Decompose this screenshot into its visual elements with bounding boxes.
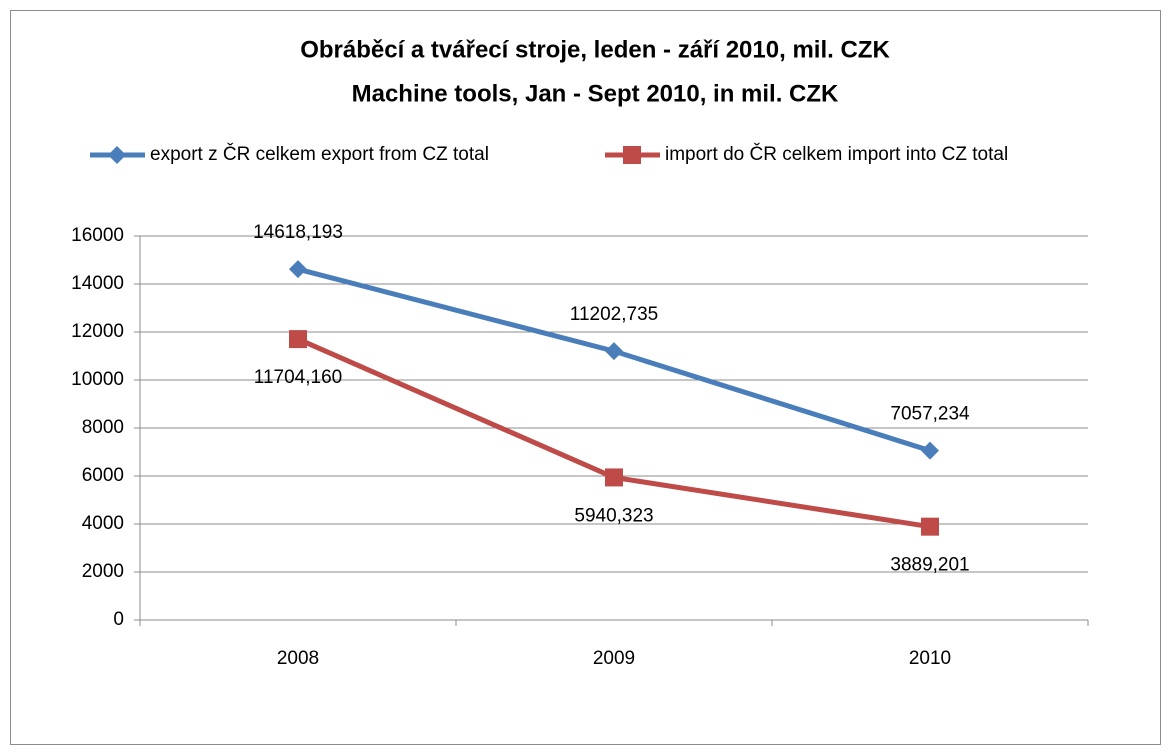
y-tick-label: 12000 <box>71 321 124 342</box>
data-label: 11704,160 <box>254 367 342 388</box>
marker <box>289 330 307 349</box>
data-label: 14618,193 <box>253 222 343 243</box>
data-label: 5940,323 <box>574 505 653 526</box>
x-tick-label: 2008 <box>277 648 319 669</box>
chart-frame <box>10 10 1161 745</box>
chart-title: Obráběcí a tvářecí stroje, leden - září … <box>300 36 890 63</box>
y-tick-label: 10000 <box>71 369 124 390</box>
marker <box>108 146 126 164</box>
x-tick-label: 2009 <box>593 648 635 669</box>
data-label: 3889,201 <box>890 555 969 576</box>
marker <box>289 260 307 279</box>
marker <box>921 517 939 536</box>
y-tick-label: 8000 <box>82 417 124 438</box>
y-tick-label: 0 <box>113 609 124 630</box>
y-tick-label: 2000 <box>82 561 124 582</box>
y-tick-label: 14000 <box>71 273 124 294</box>
marker <box>605 468 623 487</box>
y-tick-label: 4000 <box>82 513 124 534</box>
marker <box>921 441 939 460</box>
y-tick-label: 16000 <box>71 225 124 246</box>
x-tick-label: 2010 <box>909 648 951 669</box>
marker <box>623 146 641 164</box>
data-label: 7057,234 <box>890 404 970 425</box>
legend-label: import do ČR celkem import into CZ total <box>665 143 1008 165</box>
data-label: 11202,735 <box>570 304 658 325</box>
marker <box>605 342 623 361</box>
chart-subtitle: Machine tools, Jan - Sept 2010, in mil. … <box>352 80 839 107</box>
y-tick-label: 6000 <box>82 465 124 486</box>
legend-label: export z ČR celkem export from CZ total <box>150 143 489 165</box>
